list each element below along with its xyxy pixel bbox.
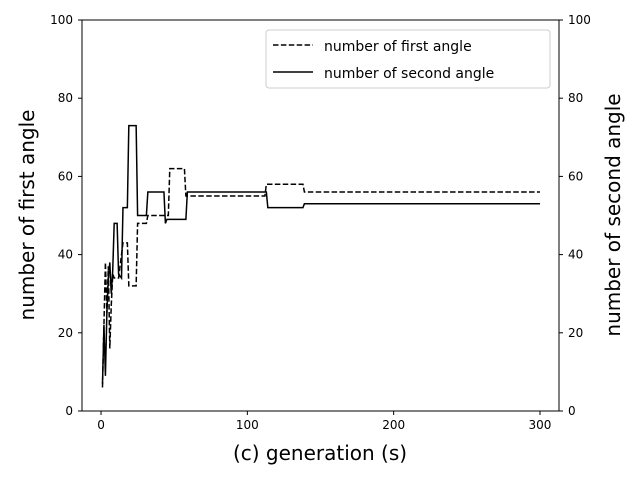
legend: number of first angle number of second a… bbox=[265, 29, 551, 89]
plot-frame bbox=[81, 19, 560, 412]
y-right-tick-label-40: 40 bbox=[568, 248, 583, 262]
y-left-tick-label-20: 20 bbox=[58, 326, 73, 340]
y-left-tick-label-40: 40 bbox=[58, 248, 73, 262]
x-tick-label-300: 300 bbox=[529, 418, 552, 432]
y-right-tick-label-20: 20 bbox=[568, 326, 583, 340]
x-tick-label-100: 100 bbox=[236, 418, 259, 432]
y-left-tick-label-80: 80 bbox=[58, 91, 73, 105]
y-axis-title-right: number of second angle bbox=[601, 93, 625, 336]
y-right-tick-label-0: 0 bbox=[568, 404, 576, 418]
y-left-tick-label-0: 0 bbox=[65, 404, 73, 418]
legend-label-second-angle: number of second angle bbox=[324, 66, 494, 82]
y-axis-title-left: number of first angle bbox=[15, 110, 39, 321]
y-left-tick-label-100: 100 bbox=[50, 13, 73, 27]
series-line-second-angle bbox=[101, 124, 540, 384]
series-line-first-angle bbox=[101, 167, 540, 388]
y-right-tick-label-60: 60 bbox=[568, 169, 583, 183]
x-tick-label-200: 200 bbox=[382, 418, 405, 432]
x-tick-label-0: 0 bbox=[97, 418, 105, 432]
y-right-tick-label-80: 80 bbox=[568, 91, 583, 105]
series-layer bbox=[101, 124, 540, 388]
legend-box bbox=[265, 29, 551, 89]
y-right-tick-label-100: 100 bbox=[568, 13, 591, 27]
axes-layer: 0 100 200 300 0 0 20 20 40 40 60 60 80 80 100 100 bbox=[50, 13, 591, 432]
y-left-tick-label-60: 60 bbox=[58, 169, 73, 183]
x-axis-title: (c) generation (s) bbox=[233, 441, 407, 465]
legend-label-first-angle: number of first angle bbox=[324, 39, 472, 55]
